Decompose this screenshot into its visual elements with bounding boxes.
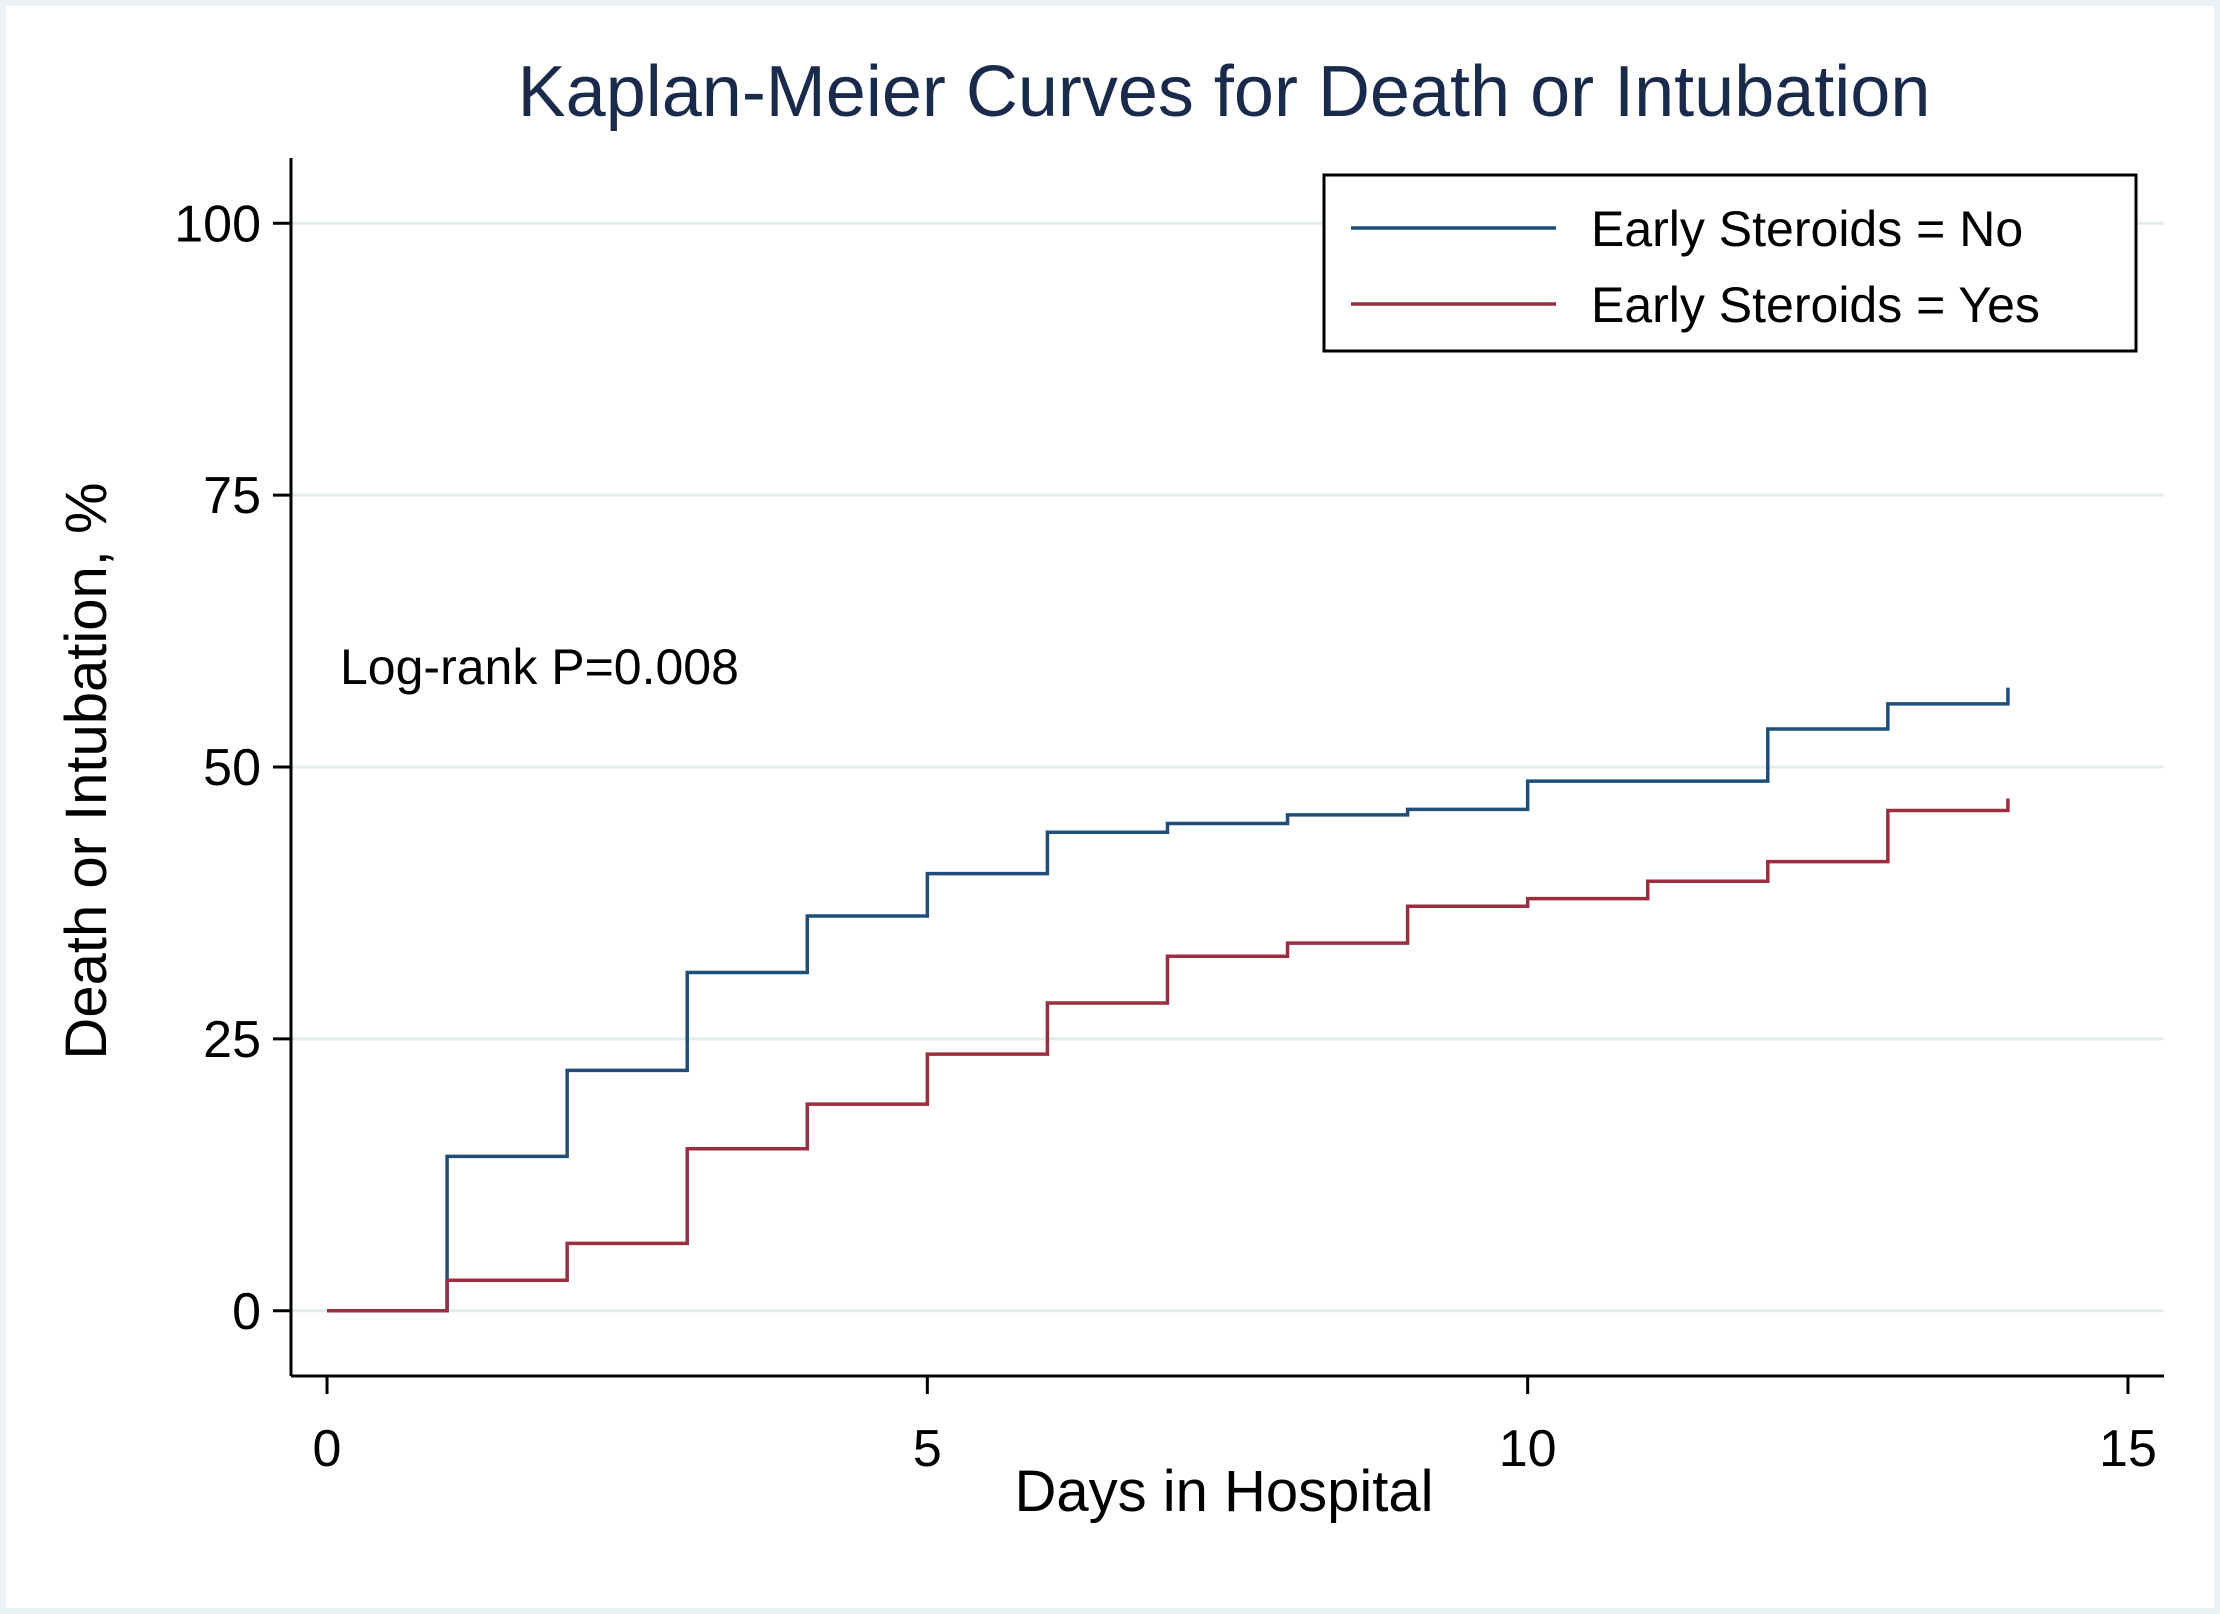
legend-label-yes: Early Steroids = Yes xyxy=(1591,277,2040,333)
y-tick-label-75: 75 xyxy=(203,467,261,525)
x-axis-title: Days in Hospital xyxy=(1014,1459,1433,1524)
log-rank-annotation: Log-rank P=0.008 xyxy=(340,639,739,695)
x-tick-label-5: 5 xyxy=(913,1420,942,1478)
chart-frame: Kaplan-Meier Curves for Death or Intubat… xyxy=(6,6,2214,1608)
km-chart: Kaplan-Meier Curves for Death or Intubat… xyxy=(54,52,2164,1524)
legend-box xyxy=(1322,173,2138,353)
y-tick-label-50: 50 xyxy=(203,739,261,797)
y-axis-title: Death or Intubation, % xyxy=(54,482,119,1059)
series-line-yes xyxy=(327,798,2010,1313)
series-line-no xyxy=(327,687,2010,1313)
x-tick-label-15: 15 xyxy=(2099,1420,2157,1478)
y-axis-ticks: 0 25 50 75 100 xyxy=(174,195,291,1341)
legend: Early Steroids = No Early Steroids = Yes xyxy=(1322,173,2138,353)
gridlines xyxy=(291,221,2164,1313)
y-tick-label-0: 0 xyxy=(232,1283,261,1341)
chart-title: Kaplan-Meier Curves for Death or Intubat… xyxy=(518,52,1931,132)
x-tick-label-0: 0 xyxy=(313,1420,342,1478)
x-tick-label-10: 10 xyxy=(1499,1420,1557,1478)
y-tick-label-25: 25 xyxy=(203,1011,261,1069)
x-axis-ticks: 0 5 10 15 xyxy=(313,1376,2157,1478)
series-lines xyxy=(327,687,2010,1313)
y-tick-label-100: 100 xyxy=(174,195,261,253)
legend-label-no: Early Steroids = No xyxy=(1591,201,2023,257)
